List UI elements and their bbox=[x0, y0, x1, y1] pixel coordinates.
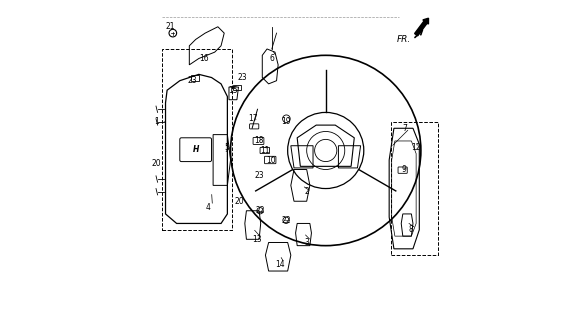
Text: 4: 4 bbox=[205, 203, 210, 212]
Text: 10: 10 bbox=[266, 156, 276, 164]
Text: 17: 17 bbox=[248, 114, 258, 123]
FancyArrow shape bbox=[415, 18, 429, 36]
Text: 20: 20 bbox=[235, 197, 244, 206]
Text: 6: 6 bbox=[269, 54, 274, 63]
Text: 2: 2 bbox=[305, 187, 309, 196]
Text: FR.: FR. bbox=[397, 35, 412, 44]
Text: 19: 19 bbox=[281, 117, 291, 126]
Text: 23: 23 bbox=[238, 73, 248, 82]
Text: 12: 12 bbox=[412, 143, 421, 152]
Text: 22: 22 bbox=[281, 216, 291, 225]
Text: 8: 8 bbox=[409, 225, 414, 234]
Text: 23: 23 bbox=[187, 76, 196, 85]
Text: 21: 21 bbox=[166, 22, 175, 31]
Text: 7: 7 bbox=[403, 124, 407, 133]
Text: 15: 15 bbox=[228, 86, 238, 95]
Text: 18: 18 bbox=[253, 136, 263, 146]
Text: 11: 11 bbox=[260, 146, 269, 155]
Text: 14: 14 bbox=[275, 260, 285, 269]
Text: 16: 16 bbox=[199, 54, 208, 63]
Text: 23: 23 bbox=[254, 172, 264, 180]
Text: 20: 20 bbox=[151, 159, 161, 168]
Text: 1: 1 bbox=[155, 117, 159, 126]
Text: 13: 13 bbox=[252, 235, 262, 244]
Text: 9: 9 bbox=[401, 165, 406, 174]
Text: H: H bbox=[192, 145, 199, 154]
Text: 5: 5 bbox=[224, 143, 229, 152]
Text: 22: 22 bbox=[256, 206, 265, 215]
Text: 3: 3 bbox=[304, 238, 309, 247]
